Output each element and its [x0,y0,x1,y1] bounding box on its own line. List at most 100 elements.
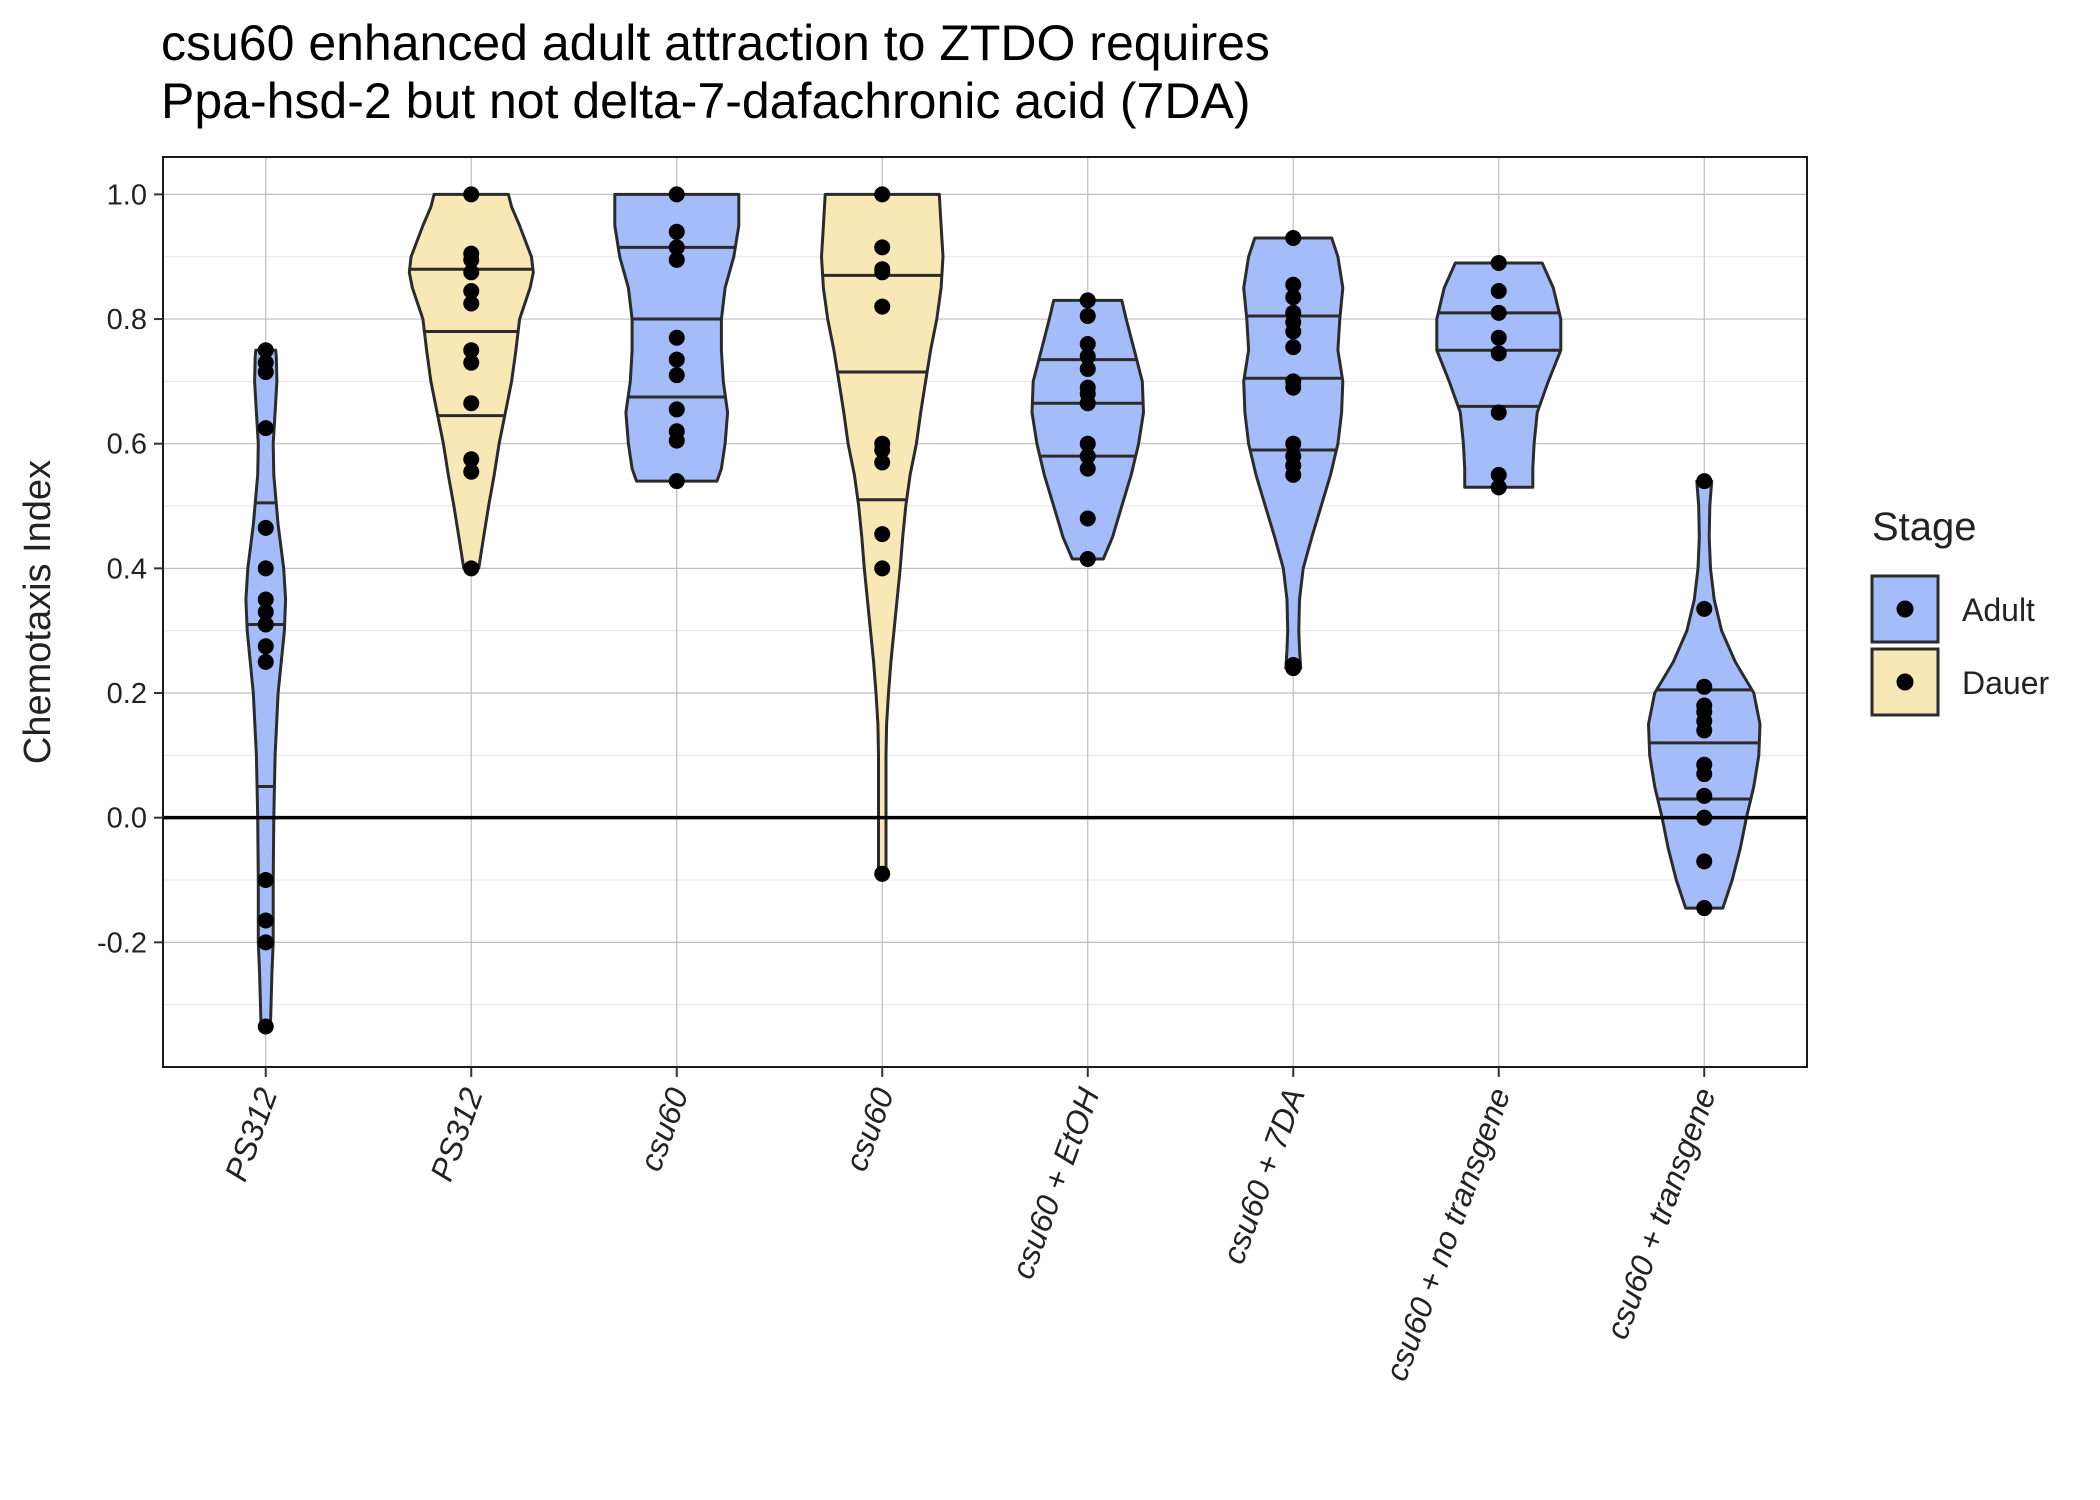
data-point [257,872,274,889]
data-point [1696,809,1713,826]
data-point [463,463,480,480]
x-tick-label: csu60 + 7DA [1215,1083,1312,1268]
data-point [1285,323,1302,340]
violins [244,192,1762,1032]
data-point [1490,479,1507,496]
violin-adult [1435,261,1563,489]
x-tick-label: csu60 + no transgene [1378,1083,1517,1385]
data-point [874,865,891,882]
legend-key-point [1896,600,1914,618]
data-point [257,653,274,670]
data-point [463,354,480,371]
y-tick-label: 0.4 [107,553,147,585]
data-point [1079,551,1096,568]
data-point [668,473,685,490]
data-point [1696,600,1713,617]
data-point [1490,345,1507,362]
data-point [257,638,274,655]
x-axis: PS312 PS312 csu60 csu60 csu60 + EtOH csu60 + … [218,1067,1723,1385]
data-point [668,401,685,418]
y-tick-label: 0.8 [107,304,147,336]
chart-title: csu60 enhanced adult attraction to ZTDO … [161,14,1270,130]
grid-lines [163,157,1807,1067]
data-point [1285,379,1302,396]
data-point [874,560,891,577]
data-point [1285,339,1302,356]
legend-label-adult: Adult [1962,592,2035,628]
data-point [1079,335,1096,352]
data-point [874,186,891,203]
data-point [1285,660,1302,677]
data-point [257,604,274,620]
data-point [257,591,274,608]
data-point [1696,766,1713,783]
data-point [1079,348,1096,365]
data-point [463,283,480,300]
data-point [1490,254,1507,271]
x-tick-label: csu60 + transgene [1599,1083,1723,1344]
x-tick-label: PS312 [423,1083,490,1186]
data-point [257,519,274,536]
y-tick-label: 1.0 [107,179,147,211]
data-points [257,186,1713,1035]
data-point [1490,466,1507,483]
data-point [668,223,685,240]
data-point [463,295,480,312]
x-tick-label: csu60 [838,1083,901,1176]
data-point [874,298,891,315]
data-point [668,239,685,256]
data-point [668,329,685,346]
data-point [668,251,685,268]
data-point [1696,787,1713,804]
y-tick-label: -0.2 [97,927,147,959]
data-point [1490,304,1507,321]
data-point [257,912,274,929]
data-point [874,454,891,471]
data-point [463,251,480,268]
legend-label-dauer: Dauer [1962,665,2050,701]
data-point [1079,510,1096,527]
data-point [668,186,685,203]
data-point [874,239,891,256]
legend-key-point [1896,673,1914,691]
x-tick-label: csu60 [632,1083,695,1176]
data-point [1079,435,1096,452]
data-point [874,526,891,543]
data-point [1079,307,1096,324]
data-point [1285,230,1302,247]
data-point [1285,466,1302,483]
data-point [257,420,274,437]
data-point [1285,289,1302,306]
data-point [257,342,274,359]
data-point [874,264,891,281]
data-point [257,1018,274,1035]
x-tick-label: csu60 + EtOH [1004,1082,1107,1283]
data-point [1285,435,1302,452]
violin-dauer [407,192,535,570]
data-point [257,364,274,381]
legend-title: Stage [1872,505,1977,549]
data-point [1079,395,1096,412]
plot-panel-border [162,156,1808,1068]
data-point [1285,276,1302,293]
data-point [257,616,274,633]
data-point [257,934,274,951]
data-point [1696,853,1713,870]
data-point [1490,283,1507,300]
data-point [1079,292,1096,309]
y-axis-label: Chemotaxis Index [17,460,59,764]
y-tick-label: 0.2 [107,678,147,710]
data-point [1696,473,1713,490]
data-point [463,560,480,577]
data-point [463,186,480,203]
data-point [874,441,891,458]
data-point [1696,722,1713,739]
data-point [668,367,685,384]
data-point [463,451,480,468]
chart-title-line-2: Ppa-hsd-2 but not delta-7-dafachronic ac… [161,73,1251,129]
data-point [1696,678,1713,695]
y-tick-label: 0.6 [107,429,147,461]
data-point [257,560,274,577]
x-tick-label: PS312 [218,1083,285,1186]
